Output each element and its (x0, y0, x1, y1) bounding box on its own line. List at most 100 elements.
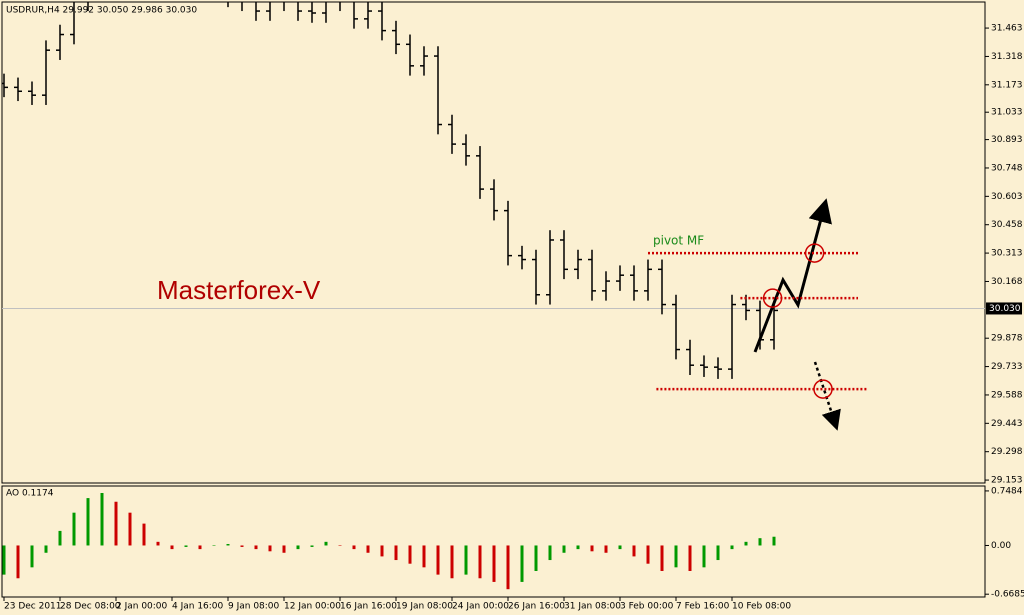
y-tick-label: 29.298 (991, 447, 1023, 457)
price-title: USDRUR,H4 29.992 30.050 29.986 30.030 (6, 6, 197, 16)
ao-bar (394, 545, 398, 561)
y-tick-label: 30.168 (991, 277, 1023, 287)
y-tick-label: 30.893 (991, 135, 1023, 145)
ao-bar (534, 545, 538, 571)
ao-bar (590, 545, 594, 552)
y-tick-label: 31.173 (991, 80, 1023, 90)
ao-bar (380, 545, 384, 557)
ao-bar (450, 545, 454, 579)
y-tick-label: 30.458 (991, 220, 1023, 230)
ao-bar (576, 545, 580, 550)
ao-bar (240, 545, 244, 547)
x-tick-label: 12 Jan 00:00 (284, 602, 341, 612)
level-circle (804, 243, 825, 263)
ao-bar (632, 545, 636, 557)
y-tick-label: 31.318 (991, 52, 1023, 62)
ao-bar (506, 545, 510, 590)
y-tick-label: 31.463 (991, 24, 1023, 34)
ao-bar (478, 545, 482, 579)
ao-bar (198, 545, 202, 550)
ao-bar (310, 545, 314, 547)
x-tick-label: 23 Dec 2011 (4, 602, 62, 612)
ao-bar (492, 545, 496, 582)
ao-bar (72, 512, 76, 546)
ao-bar (30, 545, 34, 568)
ao-bar (170, 545, 174, 550)
y-tick-label: 29.878 (991, 334, 1023, 344)
level-circle (813, 379, 833, 399)
ao-bar (730, 545, 734, 550)
x-tick-label: 19 Jan 08:00 (396, 602, 453, 612)
ao-bar (702, 545, 706, 568)
last-price-label: 30.030 (989, 304, 1021, 314)
ao-bar (604, 545, 608, 553)
y-tick-label: 31.033 (991, 108, 1023, 118)
ao-bar (16, 545, 20, 579)
pivot-label: pivot MF (653, 234, 704, 248)
level-circle (762, 288, 783, 308)
y-tick-label: 29.588 (991, 390, 1023, 400)
ao-bar (744, 541, 748, 546)
x-tick-label: 28 Dec 08:00 (60, 602, 121, 612)
y-tick-label: 0.7484 (991, 486, 1023, 496)
y-tick-label: 30.748 (991, 163, 1023, 173)
y-tick-label: 29.443 (991, 419, 1023, 429)
ao-bar (688, 545, 692, 571)
x-tick-label: 10 Feb 08:00 (732, 602, 791, 612)
ao-bar (366, 545, 370, 553)
ao-bar (114, 501, 118, 546)
ao-bar (44, 545, 48, 553)
ao-bar (86, 498, 90, 546)
ao-bar (58, 530, 62, 546)
y-tick-label: -0.6685 (991, 590, 1024, 600)
ao-bar (422, 545, 426, 568)
ao-bar (128, 512, 132, 546)
x-tick-label: 31 Jan 08:00 (564, 602, 621, 612)
ao-bar (674, 545, 678, 568)
ao-bar (226, 544, 230, 546)
x-tick-label: 3 Feb 00:00 (620, 602, 674, 612)
ao-bar (548, 545, 552, 561)
x-tick-label: 2 Jan 00:00 (116, 602, 168, 612)
y-tick-label: 30.313 (991, 249, 1023, 259)
y-tick-label: 30.603 (991, 192, 1023, 202)
ao-bar (352, 545, 356, 550)
ao-bar (338, 545, 342, 546)
ao-bar (324, 541, 328, 546)
ao-bar (156, 541, 160, 546)
ao-bar (772, 536, 776, 546)
ao-pane (1, 485, 986, 598)
x-tick-label: 26 Jan 16:00 (508, 602, 565, 612)
last-price-box (986, 302, 1022, 315)
ao-bar (254, 545, 258, 550)
y-tick-label: 0.00 (991, 541, 1011, 551)
forecast-arrow (753, 198, 832, 353)
price-pane (1, 1, 986, 484)
ao-bar (562, 545, 566, 553)
ao-bar (758, 538, 762, 546)
ao-bar (618, 545, 622, 550)
x-tick-label: 16 Jan 16:00 (340, 602, 397, 612)
x-tick-label: 7 Feb 16:00 (676, 602, 730, 612)
ao-bar (212, 545, 216, 546)
ao-bar (716, 545, 720, 561)
y-tick-label: 29.733 (991, 362, 1023, 372)
y-tick-label: 29.153 (991, 476, 1023, 486)
ao-bar (296, 545, 300, 550)
ao-bar (184, 545, 188, 547)
ao-bar (408, 545, 412, 564)
x-tick-label: 9 Jan 08:00 (228, 602, 280, 612)
ao-bar (660, 545, 664, 571)
x-tick-label: 4 Jan 16:00 (172, 602, 224, 612)
ao-bar (464, 545, 468, 575)
ao-bar (520, 545, 524, 582)
ao-bar (142, 523, 146, 546)
forecast-arrow-down (813, 361, 841, 431)
ao-bar (282, 545, 286, 553)
ao-bar (268, 545, 272, 552)
watermark: Masterforex-V (157, 275, 321, 305)
ao-bar (436, 545, 440, 575)
ao-bar (646, 545, 650, 564)
ao-bar (100, 492, 104, 546)
